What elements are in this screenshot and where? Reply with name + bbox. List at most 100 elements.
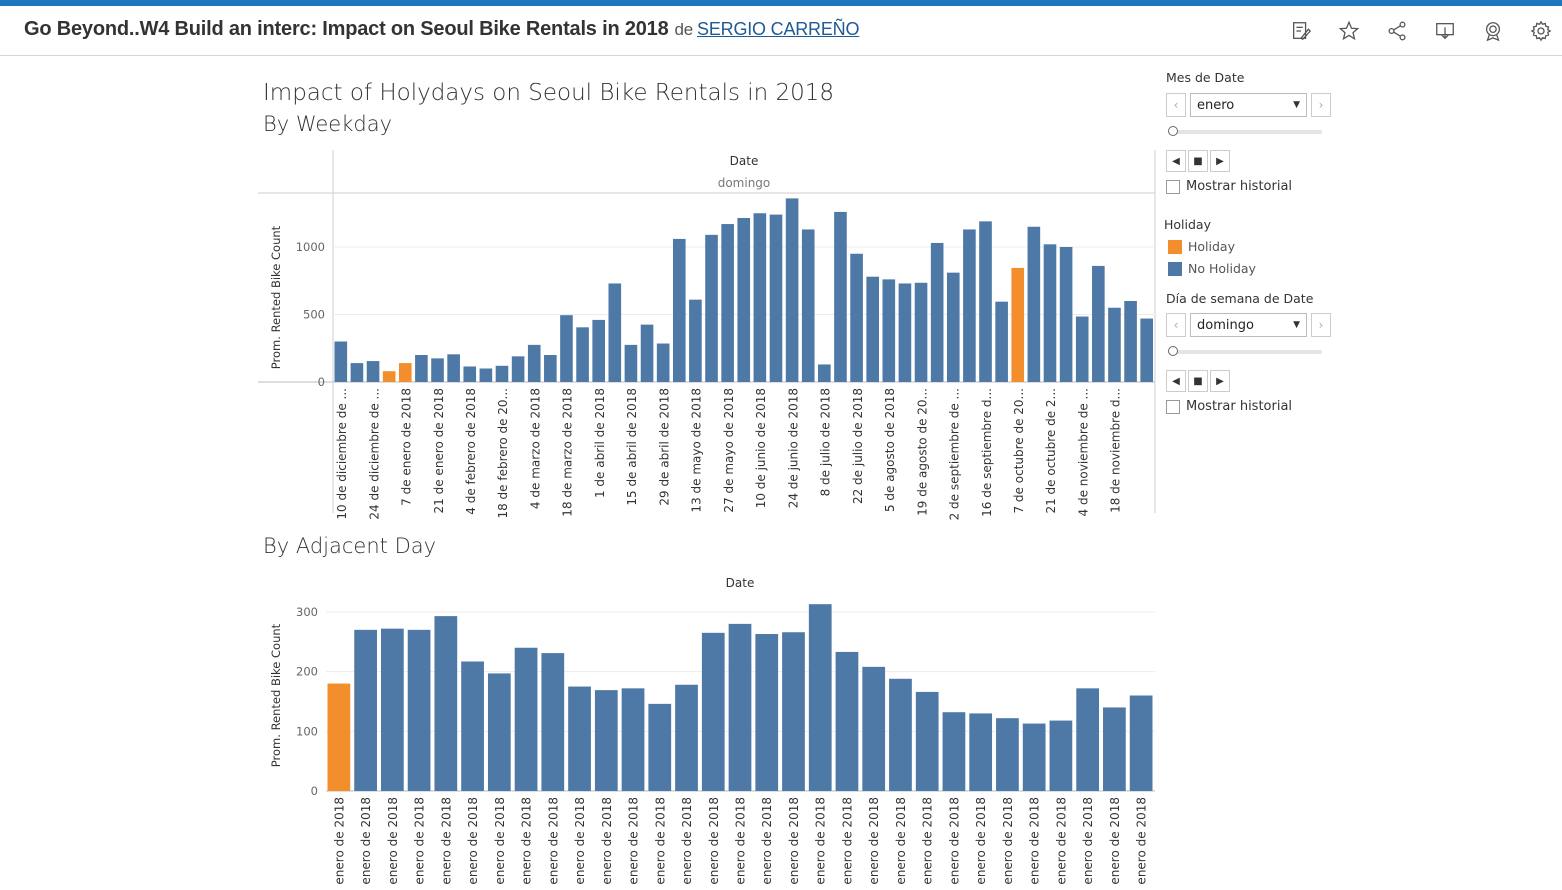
chart1-x-tick-label: 1 de abril de 2018: [593, 388, 607, 498]
stop-icon[interactable]: ■: [1188, 370, 1208, 392]
chart2-x-tick-label: enero de 2018: [653, 797, 667, 885]
chart1-bar: [1027, 226, 1041, 382]
chart1-bar: [350, 363, 364, 382]
chart1-bar: [689, 299, 702, 382]
month-dropdown-value: enero: [1197, 97, 1235, 113]
chart1-bar: [511, 356, 525, 382]
chart2-x-tick-label: enero de 2018: [1135, 797, 1149, 885]
step-back-icon[interactable]: ◀: [1166, 370, 1186, 392]
chart1-x-tick-label: 13 de mayo de 2018: [690, 388, 704, 513]
chart1-y-tick-label: 1000: [296, 240, 325, 254]
dashboard-title: Impact of Holydays on Seoul Bike Rentals…: [263, 80, 835, 106]
weekday-prev-button[interactable]: ‹: [1166, 313, 1186, 337]
stop-icon[interactable]: ■: [1188, 150, 1208, 172]
chart1-x-tick-label: 21 de enero de 2018: [432, 388, 446, 513]
legend-item-holiday[interactable]: Holiday: [1168, 239, 1235, 254]
chart1-x-tick-label: 15 de abril de 2018: [625, 388, 639, 506]
weekday-history-checkbox[interactable]: [1166, 399, 1180, 414]
viz-header: Go Beyond..W4 Build an interc: Impact on…: [0, 6, 1562, 56]
chart2-x-tick-label: enero de 2018: [413, 797, 427, 885]
chart2-x-tick-label: enero de 2018: [520, 797, 534, 885]
month-slider-knob[interactable]: [1168, 126, 1178, 136]
month-prev-button[interactable]: ‹: [1166, 93, 1186, 117]
no-holiday-swatch: [1168, 261, 1182, 276]
month-history-checkbox[interactable]: [1166, 179, 1180, 194]
chart2-bar: [327, 683, 351, 791]
chart1-x-tick-label: 5 de agosto de 2018: [883, 388, 897, 512]
author-link[interactable]: SERGIO CARREÑO: [697, 19, 860, 39]
weekday-slider-knob[interactable]: [1168, 346, 1178, 356]
weekday-dropdown-value: domingo: [1197, 317, 1254, 333]
chart2-bar: [835, 651, 859, 791]
weekday-filter-control: ‹ domingo ▼ ›: [1166, 313, 1331, 337]
weekday-slider[interactable]: [1168, 346, 1322, 356]
chart2-x-tick-label: enero de 2018: [359, 797, 373, 885]
badge-icon[interactable]: [1480, 18, 1506, 44]
top-accent-bar: [0, 0, 1562, 6]
chart2-x-tick-label: enero de 2018: [1054, 797, 1068, 885]
chart2-bar: [568, 686, 591, 791]
chart1-bar: [882, 279, 896, 382]
chart1-x-tick-label: 4 de noviembre de ...: [1076, 388, 1090, 516]
chart2-bar: [1103, 707, 1126, 791]
chart2-x-tick-label: enero de 2018: [386, 797, 400, 885]
chart1-bar: [979, 221, 992, 382]
chart1-bar: [560, 315, 573, 382]
chart2-bar: [942, 712, 966, 791]
chart2-bar: [541, 653, 565, 791]
chart1-bar: [495, 365, 509, 382]
chart1-bar: [1043, 244, 1057, 382]
chart2-bar: [701, 632, 725, 791]
month-slider[interactable]: [1168, 126, 1322, 136]
weekday-next-button[interactable]: ›: [1311, 313, 1331, 337]
weekday-filter-title: Día de semana de Date: [1166, 291, 1314, 306]
chart2-x-tick-label: enero de 2018: [466, 797, 480, 885]
legend-item-no-holiday[interactable]: No Holiday: [1168, 261, 1256, 276]
chart2-y-tick-label: 0: [311, 784, 318, 798]
chart2-x-tick-label: enero de 2018: [814, 797, 828, 885]
gear-icon[interactable]: [1528, 18, 1554, 44]
play-icon[interactable]: ▶: [1210, 150, 1230, 172]
chart1-column-title: Date: [730, 154, 759, 168]
chart1-y-tick-label: 500: [303, 308, 325, 322]
play-icon[interactable]: ▶: [1210, 370, 1230, 392]
chart2-bar: [1049, 720, 1073, 791]
chart1-bar: [705, 234, 718, 382]
chart1-bar: [656, 343, 670, 382]
workbook-name: Go Beyond..W4 Build an interc: Impact on…: [24, 18, 669, 40]
chart2-x-tick-label: enero de 2018: [627, 797, 641, 885]
month-filter-control: ‹ enero ▼ ›: [1166, 93, 1331, 117]
step-back-icon[interactable]: ◀: [1166, 150, 1186, 172]
chart2-bar: [782, 632, 805, 791]
chart2-x-tick-label: enero de 2018: [332, 797, 346, 885]
chart1-bar: [672, 238, 686, 382]
chart1-bar: [1124, 301, 1137, 382]
chart2-x-tick-label: enero de 2018: [1108, 797, 1122, 885]
chart1-x-tick-label: 8 de julio de 2018: [819, 388, 833, 496]
month-dropdown[interactable]: enero ▼: [1190, 93, 1307, 117]
chart1-x-tick-label: 18 de febrero de 20...: [496, 388, 510, 519]
chart1-bar: [930, 242, 944, 382]
chart1-x-tick-label: 10 de junio de 2018: [754, 388, 768, 508]
chart1-x-tick-label: 27 de mayo de 2018: [722, 388, 736, 513]
weekday-dropdown[interactable]: domingo ▼: [1190, 313, 1307, 337]
chart2-bar: [1129, 695, 1153, 791]
chart2-x-tick-label: enero de 2018: [787, 797, 801, 885]
star-icon[interactable]: [1336, 18, 1362, 44]
chart2-bar: [675, 684, 698, 791]
download-icon[interactable]: [1432, 18, 1458, 44]
chart1-bar: [1092, 265, 1105, 382]
share-icon[interactable]: [1384, 18, 1410, 44]
chart1-x-tick-label: 18 de marzo de 2018: [561, 388, 575, 517]
chart2-x-tick-label: enero de 2018: [707, 797, 721, 885]
chart1-x-tick-label: 24 de junio de 2018: [786, 388, 800, 508]
edit-icon[interactable]: [1288, 18, 1314, 44]
chart1-bar: [398, 363, 412, 382]
chart1-bar: [1108, 307, 1121, 382]
month-history-toggle[interactable]: Mostrar historial: [1166, 179, 1292, 194]
weekday-history-toggle[interactable]: Mostrar historial: [1166, 399, 1292, 414]
month-next-button[interactable]: ›: [1311, 93, 1331, 117]
chart1-x-tick-label: 7 de octubre de 20...: [1012, 388, 1026, 514]
chart2-x-tick-label: enero de 2018: [1001, 797, 1015, 885]
chart1-bar: [898, 283, 912, 382]
